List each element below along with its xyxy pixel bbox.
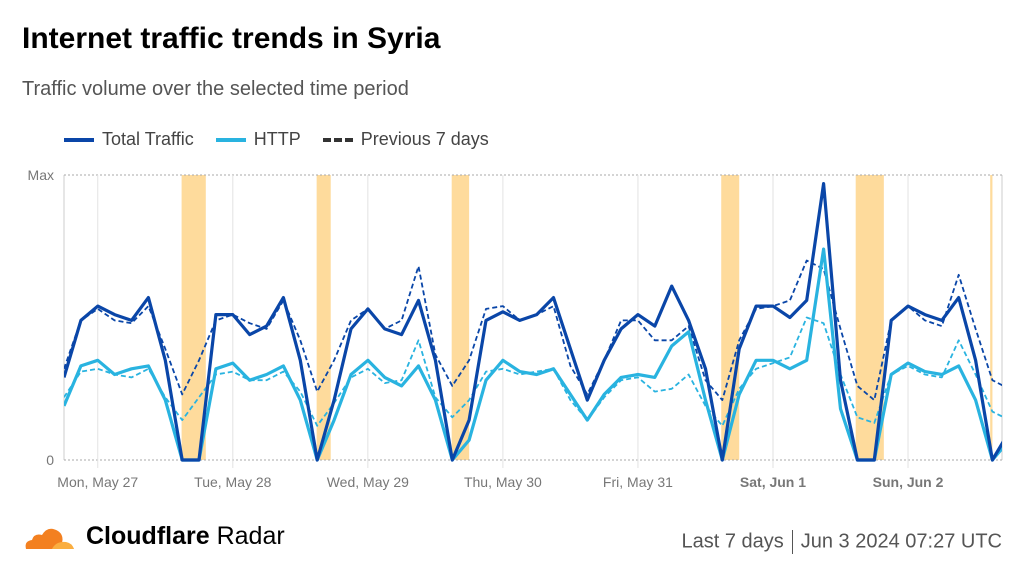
timestamp: Jun 3 2024 07:27 UTC bbox=[800, 530, 1002, 553]
cloudflare-cloud-icon bbox=[25, 528, 75, 549]
footer-info: Last 7 days Jun 3 2024 07:27 UTC bbox=[681, 530, 1002, 554]
x-tick-label: Sun, Jun 2 bbox=[873, 474, 944, 490]
legend-label: Previous 7 days bbox=[360, 129, 489, 149]
outage-window bbox=[990, 175, 993, 460]
brand-product: Radar bbox=[216, 522, 285, 550]
series-line-total-traffic bbox=[64, 182, 1002, 462]
outage-window bbox=[451, 175, 470, 460]
legend-swatch bbox=[64, 137, 94, 142]
legend-http[interactable]: HTTP bbox=[215, 129, 301, 150]
legend: Total Traffic HTTP Previous 7 days bbox=[64, 129, 489, 150]
y-tick-label: Max bbox=[28, 167, 54, 183]
cloudflare-radar-logo: Cloudflare Radar bbox=[22, 522, 285, 551]
y-tick-label: 0 bbox=[46, 452, 54, 468]
page-title: Internet traffic trends in Syria bbox=[22, 22, 441, 55]
series-line-previous-7-days-http bbox=[64, 316, 1002, 427]
outage-window bbox=[181, 175, 206, 460]
x-tick-label: Thu, May 30 bbox=[464, 474, 542, 490]
x-tick-label: Wed, May 29 bbox=[327, 474, 409, 490]
x-tick-label: Sat, Jun 1 bbox=[740, 474, 806, 490]
x-tick-label: Mon, May 27 bbox=[57, 474, 138, 490]
x-tick-label: Tue, May 28 bbox=[194, 474, 272, 490]
legend-label: Total Traffic bbox=[102, 129, 194, 149]
legend-swatch bbox=[215, 137, 246, 142]
legend-label: HTTP bbox=[253, 129, 301, 149]
time-range: Last 7 days bbox=[681, 530, 784, 553]
legend-previous-7-days[interactable]: Previous 7 days bbox=[322, 129, 489, 150]
outage-window bbox=[316, 175, 331, 460]
legend-total-traffic[interactable]: Total Traffic bbox=[64, 129, 194, 150]
legend-swatch bbox=[322, 137, 353, 142]
brand-name: Cloudflare bbox=[86, 522, 210, 550]
page-subtitle: Traffic volume over the selected time pe… bbox=[22, 78, 409, 100]
x-tick-label: Fri, May 31 bbox=[603, 474, 673, 490]
series-line-http bbox=[64, 247, 1002, 462]
